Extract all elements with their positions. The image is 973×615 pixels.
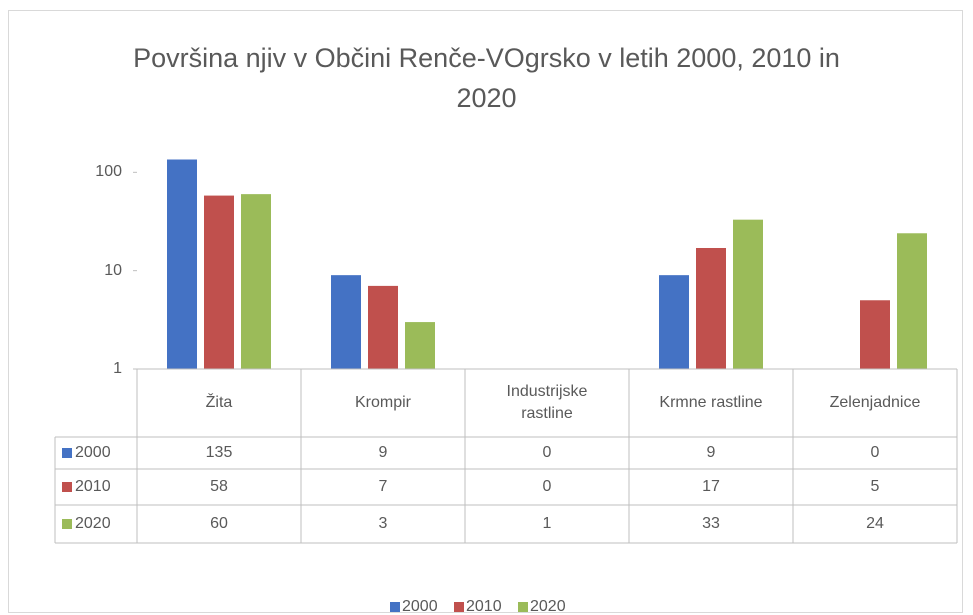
legend-key — [62, 482, 72, 492]
y-tick-label: 1 — [113, 360, 122, 377]
bar — [167, 159, 197, 369]
bar — [860, 300, 890, 369]
y-tick-label: 100 — [95, 163, 122, 181]
bar — [331, 275, 361, 369]
table-cell: 3 — [378, 515, 388, 532]
bar — [368, 285, 398, 369]
table-series-label: 2010 — [75, 478, 111, 495]
category-label: Krompir — [354, 394, 411, 411]
bar — [405, 322, 435, 369]
table-cell: 9 — [706, 444, 716, 461]
category-label: Žita — [205, 394, 233, 411]
legend-key — [62, 448, 72, 458]
legend-key — [518, 602, 528, 612]
table-cell: 135 — [205, 444, 233, 461]
category-label: Zelenjadnice — [829, 394, 921, 411]
legend-label: 2000 — [402, 598, 438, 615]
category-label: Krmne rastline — [659, 394, 763, 411]
bar — [696, 247, 726, 369]
table-cell: 58 — [210, 478, 228, 495]
bar — [659, 275, 689, 369]
legend-label: 2010 — [466, 598, 502, 615]
legend-key — [454, 602, 464, 612]
bar — [204, 195, 234, 369]
bar — [733, 219, 763, 369]
table-cell: 0 — [542, 444, 552, 461]
bar — [897, 233, 927, 369]
table-cell: 7 — [378, 478, 388, 495]
legend-label: 2020 — [530, 598, 566, 615]
bar — [241, 194, 271, 369]
table-cell: 60 — [210, 515, 228, 532]
table-cell: 24 — [866, 515, 884, 532]
table-cell: 9 — [378, 444, 388, 461]
y-tick-label: 10 — [104, 261, 122, 279]
legend-key — [62, 519, 72, 529]
category-label: Industrijske rastline — [506, 383, 588, 422]
table-cell: 5 — [870, 478, 880, 495]
table-cell: 33 — [702, 515, 720, 532]
chart-frame — [8, 10, 963, 613]
legend-key — [390, 602, 400, 612]
table-cell: 0 — [870, 444, 880, 461]
chart-title: Površina njiv v Občini Renče-VOgrsko v l… — [133, 43, 840, 113]
table-cell: 0 — [542, 478, 552, 495]
table-series-label: 2000 — [75, 444, 111, 461]
table-cell: 17 — [702, 478, 720, 495]
table-cell: 1 — [542, 515, 552, 532]
table-series-label: 2020 — [75, 515, 111, 532]
